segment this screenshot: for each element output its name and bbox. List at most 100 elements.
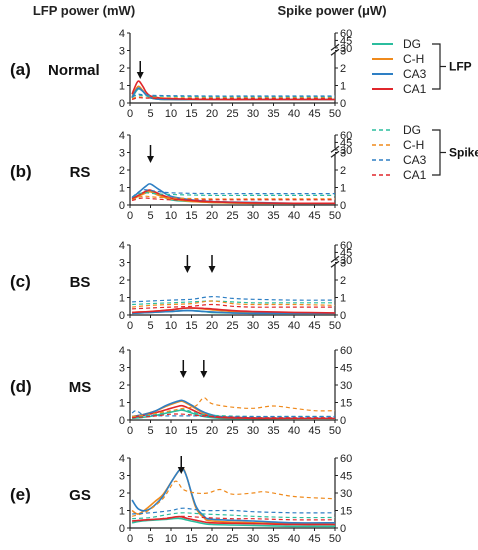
lfp-series-ca1: [131, 189, 336, 205]
left-tick-label: 1: [119, 183, 125, 195]
right-tick-label: 45: [340, 35, 352, 47]
x-tick-label: 20: [206, 425, 218, 437]
panel-label: (a): [10, 60, 31, 79]
spike-series-ca3: [132, 295, 336, 303]
right-tick-label: 1: [340, 81, 346, 93]
x-tick-label: 50: [329, 210, 341, 222]
x-tick-label: 0: [127, 320, 133, 332]
left-tick-label: 4: [119, 345, 125, 357]
x-tick-label: 35: [267, 210, 279, 222]
left-tick-label: 0: [119, 98, 125, 110]
spike-series-c-h: [132, 300, 336, 308]
legend-group-label: LFP: [449, 60, 472, 74]
spike-series-ca1: [131, 97, 335, 101]
x-tick-label: 5: [147, 533, 153, 545]
x-tick-label: 40: [288, 425, 300, 437]
peak-arrow: [136, 61, 144, 79]
spike-series-ca1: [132, 303, 335, 310]
x-tick-label: 40: [288, 210, 300, 222]
x-tick-label: 45: [308, 533, 320, 545]
spike-series-ca3: [131, 93, 335, 98]
x-tick-label: 40: [288, 320, 300, 332]
right-tick-label: 45: [340, 471, 352, 483]
x-tick-label: 10: [165, 425, 177, 437]
x-tick-label: 5: [147, 108, 153, 120]
legend-entry: DG: [403, 37, 421, 51]
spike-series-ca3: [132, 507, 336, 515]
right-tick-label: 0: [340, 98, 346, 110]
right-tick-label: 15: [340, 398, 352, 410]
x-tick-label: 35: [267, 533, 279, 545]
x-tick-label: 40: [288, 533, 300, 545]
right-tick-label: 0: [340, 415, 346, 427]
left-axis-header: LFP power (mW): [33, 3, 135, 18]
x-tick-label: 10: [165, 533, 177, 545]
spike-series-c-h: [131, 480, 336, 517]
spike-series-dg: [131, 192, 335, 198]
right-tick-label: 30: [340, 488, 352, 500]
left-tick-label: 1: [119, 81, 125, 93]
x-tick-label: 50: [329, 533, 341, 545]
x-tick-label: 45: [308, 210, 320, 222]
lfp-series-ca1: [132, 307, 336, 314]
left-tick-label: 2: [119, 380, 125, 392]
right-tick-label: 30: [340, 255, 352, 267]
left-tick-label: 2: [119, 165, 125, 177]
x-tick-label: 25: [226, 425, 238, 437]
legend-group-label: Spike: [449, 146, 478, 160]
x-tick-label: 20: [206, 533, 218, 545]
legend-entry: CA1: [403, 168, 427, 182]
lfp-series-c-h: [131, 400, 335, 420]
left-tick-label: 2: [119, 63, 125, 75]
left-tick-label: 4: [119, 130, 125, 142]
right-tick-label: 30: [340, 380, 352, 392]
left-tick-label: 1: [119, 506, 125, 518]
x-tick-label: 30: [247, 425, 259, 437]
x-tick-label: 10: [165, 210, 177, 222]
x-tick-label: 40: [288, 108, 300, 120]
left-tick-label: 0: [119, 523, 125, 535]
left-tick-label: 2: [119, 275, 125, 287]
lfp-series-ca1: [132, 515, 336, 526]
spike-series-dg: [132, 512, 336, 520]
right-tick-label: 60: [340, 240, 352, 252]
x-tick-label: 45: [308, 425, 320, 437]
right-tick-label: 60: [340, 345, 352, 357]
legend-bracket: [432, 129, 441, 176]
right-tick-label: 3: [340, 148, 346, 160]
x-tick-label: 35: [267, 108, 279, 120]
x-tick-label: 20: [206, 320, 218, 332]
spike-series-ca3: [131, 410, 335, 418]
right-tick-label: 2: [340, 63, 346, 75]
x-tick-label: 0: [127, 108, 133, 120]
x-tick-label: 45: [308, 108, 320, 120]
right-tick-label: 1: [340, 293, 346, 305]
x-tick-label: 25: [226, 210, 238, 222]
right-tick-label: 3: [340, 258, 346, 270]
legend-entry: C-H: [403, 138, 424, 152]
right-tick-label: 45: [340, 363, 352, 375]
peak-arrow: [183, 255, 191, 273]
spike-series-ca1: [131, 197, 335, 202]
lfp-series-ca3: [132, 309, 335, 315]
x-tick-label: 20: [206, 210, 218, 222]
left-tick-label: 0: [119, 310, 125, 322]
panel-name: MS: [69, 379, 92, 396]
panel-name: GS: [69, 487, 91, 504]
right-tick-label: 2: [340, 165, 346, 177]
right-tick-label: 0: [340, 310, 346, 322]
panel-name: RS: [70, 164, 91, 181]
panel-label: (b): [10, 162, 32, 181]
lfp-series-dg: [131, 517, 336, 528]
spike-series-c-h: [131, 96, 335, 100]
left-tick-label: 3: [119, 258, 125, 270]
x-tick-label: 20: [206, 108, 218, 120]
x-tick-label: 15: [185, 108, 197, 120]
legend-entry: CA1: [403, 82, 427, 96]
spike-series-ca1: [132, 515, 336, 522]
